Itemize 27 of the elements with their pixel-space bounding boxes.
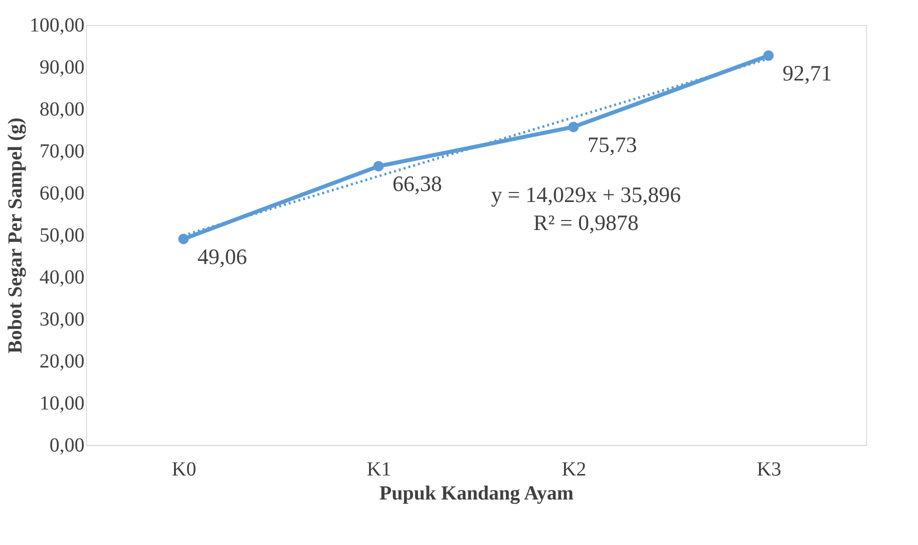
annotation: y = 14,029x + 35,896 [491,182,681,207]
y-tick-label: 80,00 [40,98,84,120]
y-tick-label: 40,00 [40,266,84,288]
point [763,50,774,61]
data-label: 49,06 [198,244,247,269]
x-tick-label: K1 [366,458,392,480]
annotation: R² = 0,9878 [533,210,639,235]
point [373,160,384,172]
x-tick-label: K3 [756,458,782,480]
data-label: 92,71 [782,60,832,86]
point [178,234,189,244]
x-tick-label: K0 [172,458,196,480]
point [568,122,579,132]
y-tick-label: 30,00 [40,308,84,330]
y-tick-label: 90,00 [40,56,84,78]
y-tick-label: 0,00 [50,434,84,456]
y-tick-label: 60,00 [40,182,84,204]
y-tick-label: 70,00 [40,140,84,162]
x-tick-label: K2 [562,458,586,480]
x-axis-title: Pupuk Kandang Ayam [379,482,574,504]
y-tick-label: 20,00 [40,350,84,372]
y-tick-label: 10,00 [40,392,84,414]
y-axis-title: Bobot Segar Per Sampel (g) [4,118,26,354]
data-label: 66,38 [392,171,442,196]
data-label: 75,73 [588,132,637,157]
y-tick-label: 100,00 [30,14,84,36]
y-tick-label: 50,00 [40,224,84,246]
